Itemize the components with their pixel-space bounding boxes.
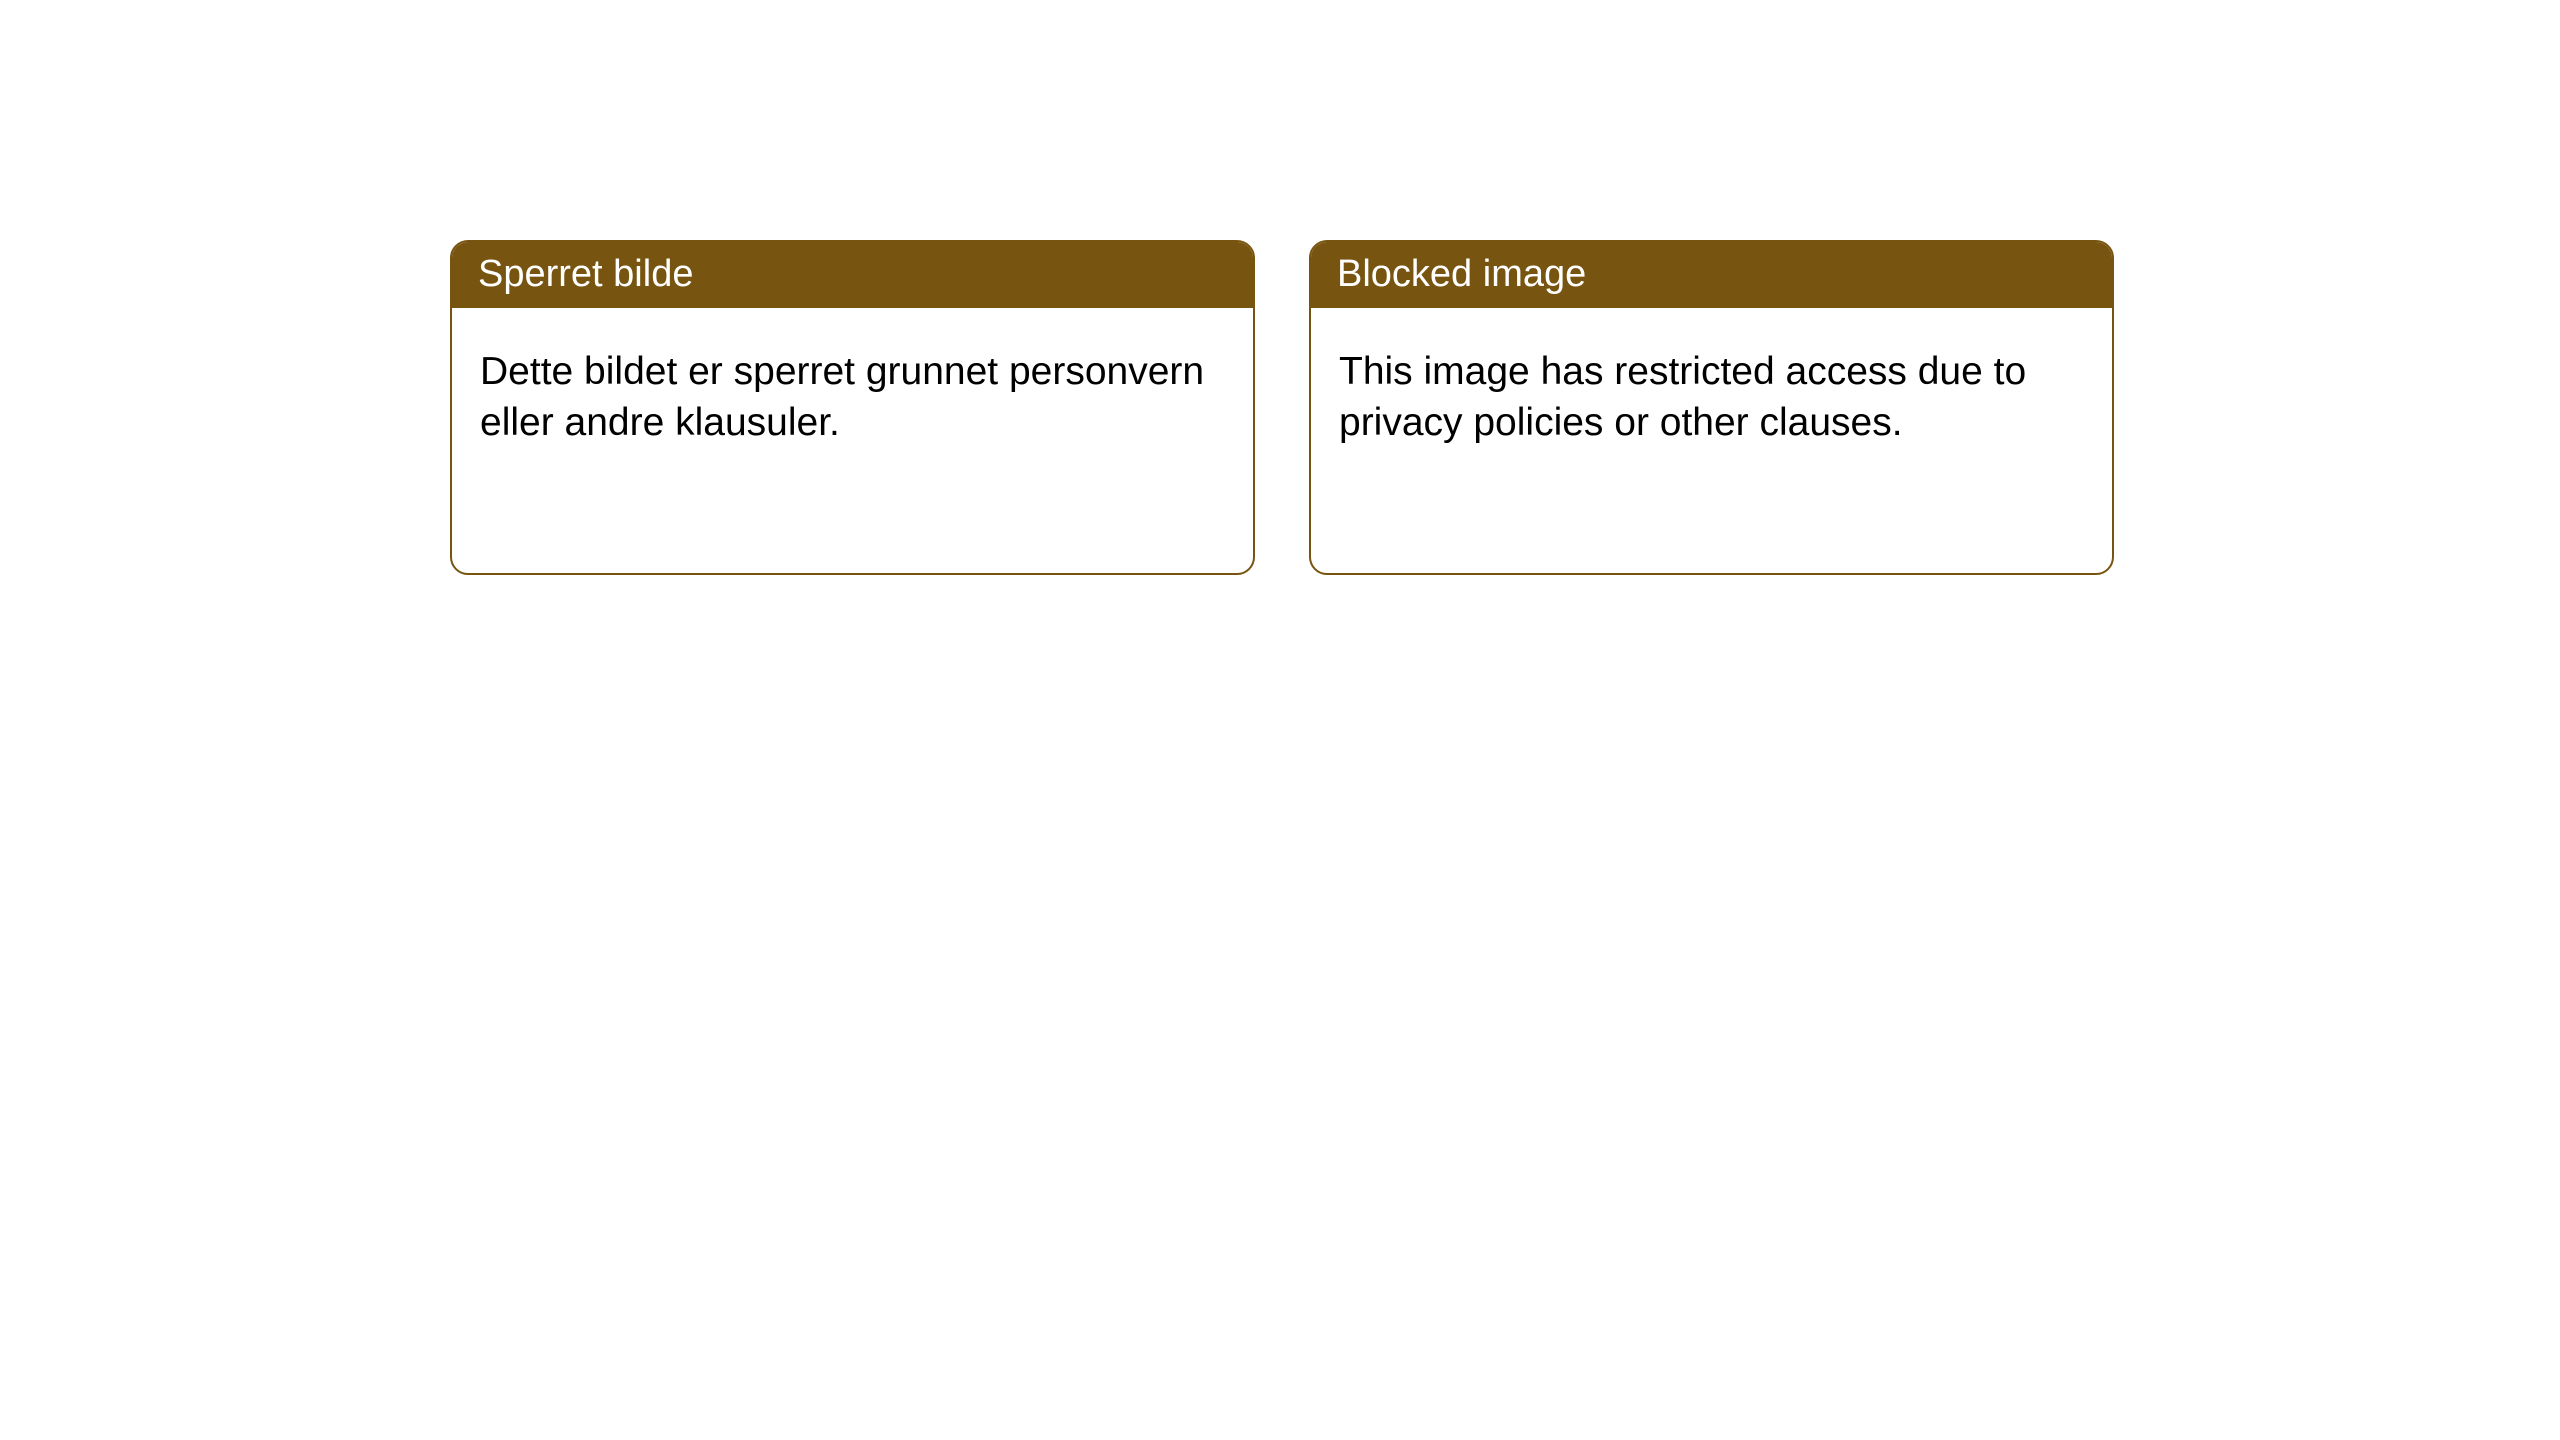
panel-title: Sperret bilde [478,253,693,295]
panel-header: Sperret bilde [452,242,1253,308]
panel-body: Dette bildet er sperret grunnet personve… [452,308,1253,487]
notice-container: Sperret bilde Dette bildet er sperret gr… [450,240,2114,575]
notice-panel-norwegian: Sperret bilde Dette bildet er sperret gr… [450,240,1255,575]
panel-header: Blocked image [1311,242,2112,308]
panel-body: This image has restricted access due to … [1311,308,2112,487]
panel-message: Dette bildet er sperret grunnet personve… [480,350,1204,444]
notice-panel-english: Blocked image This image has restricted … [1309,240,2114,575]
panel-title: Blocked image [1337,253,1586,295]
panel-message: This image has restricted access due to … [1339,350,2026,444]
